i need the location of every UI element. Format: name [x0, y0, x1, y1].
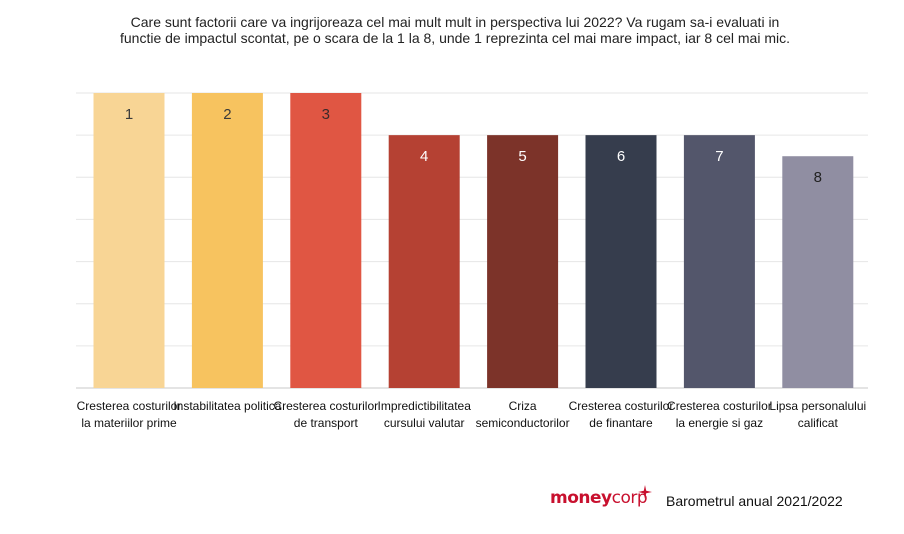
bar	[585, 135, 657, 388]
data-label: 2	[223, 106, 231, 123]
category-label: Lipsa personalului calificat	[769, 399, 867, 430]
data-label: 3	[322, 106, 330, 123]
data-label: 6	[617, 148, 625, 165]
bar	[388, 135, 460, 388]
moneycorp-logo: moneycorp	[550, 488, 648, 508]
data-label: 7	[715, 148, 723, 165]
data-label: 4	[420, 148, 428, 165]
bars	[93, 93, 854, 388]
category-label: Cresterea costurilor de finantare	[568, 399, 674, 430]
bar	[93, 93, 165, 388]
data-label: 1	[125, 106, 133, 123]
logo-star-icon	[638, 485, 652, 499]
category-label: Instabilitatea politica	[173, 399, 282, 413]
bar	[191, 93, 263, 388]
bar	[683, 135, 755, 388]
footer-caption: Barometrul anual 2021/2022	[666, 493, 843, 509]
data-labels: 1 2 3 4 5 6 7 8	[125, 106, 822, 186]
data-label: 5	[518, 148, 526, 165]
bar	[290, 93, 362, 388]
bar	[782, 156, 854, 388]
category-label: Cresterea costurilor la materiilor prime	[76, 399, 182, 430]
category-label: Cresterea costurilor la energie si gaz	[667, 399, 772, 430]
bar	[487, 135, 559, 388]
category-label: Cresterea costurilor de transport	[273, 399, 379, 430]
category-label: Criza semiconductorilor	[475, 399, 570, 430]
data-label: 8	[814, 169, 822, 186]
category-label: Impredictibilitatea cursului valutar	[377, 399, 471, 430]
chart-title: Care sunt factorii care va ingrijoreaza …	[120, 14, 790, 46]
